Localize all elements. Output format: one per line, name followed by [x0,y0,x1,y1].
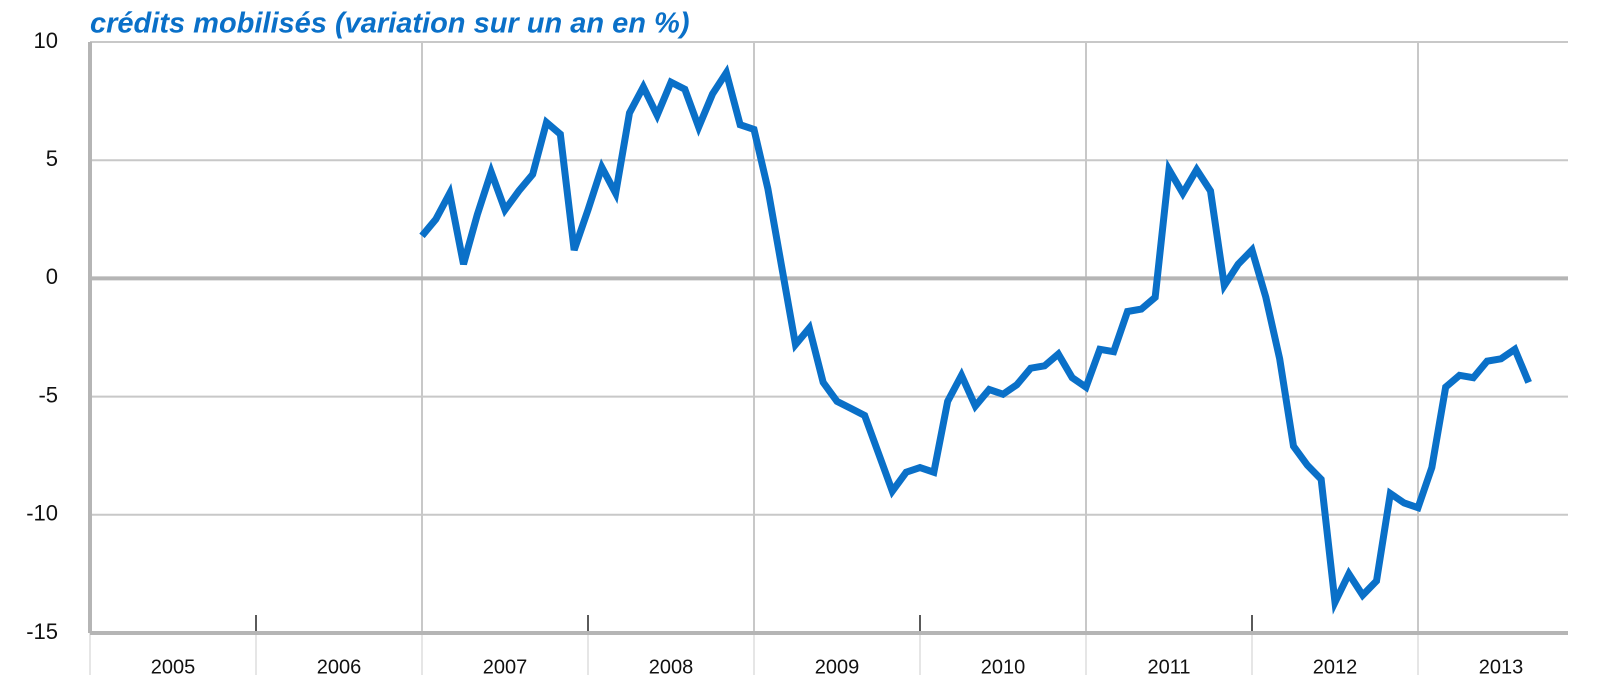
x-tick-label: 2006 [317,656,362,678]
data-line [419,64,1532,615]
x-tick-label: 2008 [649,656,694,678]
x-tick-label: 2012 [1313,656,1358,678]
x-tick-label: 2013 [1479,656,1524,678]
y-tick-label: -5 [38,382,58,407]
x-tick-label: 2011 [1147,656,1190,678]
y-tick-label: -10 [26,501,58,526]
y-tick-label: 0 [46,264,58,289]
y-tick-label: 10 [34,28,58,53]
x-tick-label: 2010 [981,656,1026,678]
x-tick-label: 2007 [483,656,528,678]
x-tick-label: 2005 [151,656,196,678]
chart-title: crédits mobilisés (variation sur un an e… [90,8,689,40]
x-tick-label: 2009 [815,656,860,678]
y-tick-label: -15 [26,619,58,644]
y-tick-label: 5 [46,146,58,171]
